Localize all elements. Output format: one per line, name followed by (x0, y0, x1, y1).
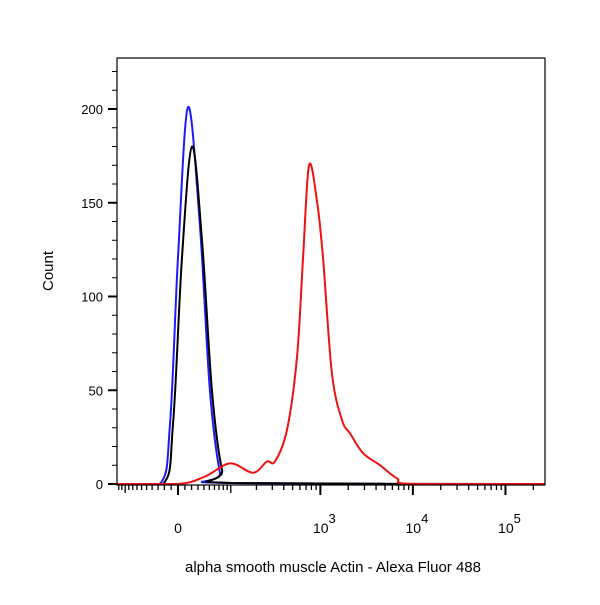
x-tick-base: 10 (313, 520, 329, 536)
x-tick-label: 104 (405, 511, 428, 536)
plot-frame (116, 57, 546, 486)
x-tick-base: 0 (174, 520, 182, 536)
y-tick-label: 200 (81, 102, 103, 117)
y-axis-label: Count (40, 250, 57, 291)
y-tick-label: 0 (96, 477, 103, 492)
y-tick-label: 50 (89, 383, 103, 398)
series-red-line (116, 162, 545, 486)
x-axis-label: alpha smooth muscle Actin - Alexa Fluor … (185, 559, 481, 576)
y-axis: 0 50 100 150 200 (81, 71, 117, 492)
series-black-line (116, 145, 545, 485)
x-tick-base: 10 (405, 520, 421, 536)
y-tick-label: 100 (81, 290, 103, 305)
y-tick-label: 150 (81, 196, 103, 211)
series-blue-line (116, 106, 545, 485)
x-tick-exponent: 5 (514, 511, 521, 526)
x-tick-label: 103 (313, 511, 336, 536)
x-tick-base: 10 (498, 520, 514, 536)
x-tick-label: 0 (174, 520, 182, 536)
x-tick-exponent: 4 (421, 511, 428, 526)
x-tick-exponent: 3 (329, 511, 336, 526)
x-tick-label: 105 (498, 511, 521, 536)
curves (116, 106, 545, 486)
